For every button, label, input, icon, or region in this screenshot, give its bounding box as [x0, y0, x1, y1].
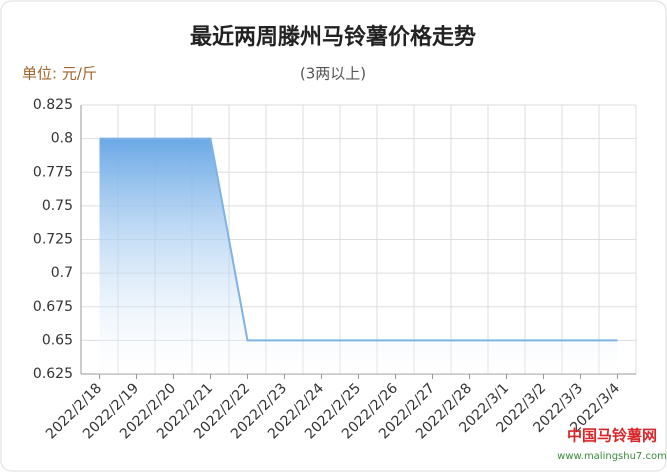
area-fill — [99, 138, 618, 374]
y-tick-label: 0.75 — [42, 198, 73, 214]
y-tick-label: 0.8 — [51, 131, 73, 147]
chart-title: 最近两周滕州马铃薯价格走势 — [190, 24, 476, 50]
y-tick-label: 0.675 — [33, 299, 73, 315]
y-tick-label: 0.65 — [42, 332, 73, 348]
unit-label: 单位: 元/斤 — [22, 65, 97, 83]
line — [99, 137, 618, 342]
y-tick-label: 0.775 — [33, 164, 73, 180]
y-tick-label: 0.7 — [51, 265, 73, 281]
y-tick-label: 0.725 — [33, 232, 73, 248]
y-tick-label: 0.625 — [33, 366, 73, 382]
subtitle: (3两以上) — [300, 65, 366, 83]
watermark-name: 中国马铃薯网 — [567, 427, 657, 445]
y-tick-label: 0.825 — [33, 97, 73, 113]
watermark-url: www.malingshu7.com — [557, 451, 667, 462]
